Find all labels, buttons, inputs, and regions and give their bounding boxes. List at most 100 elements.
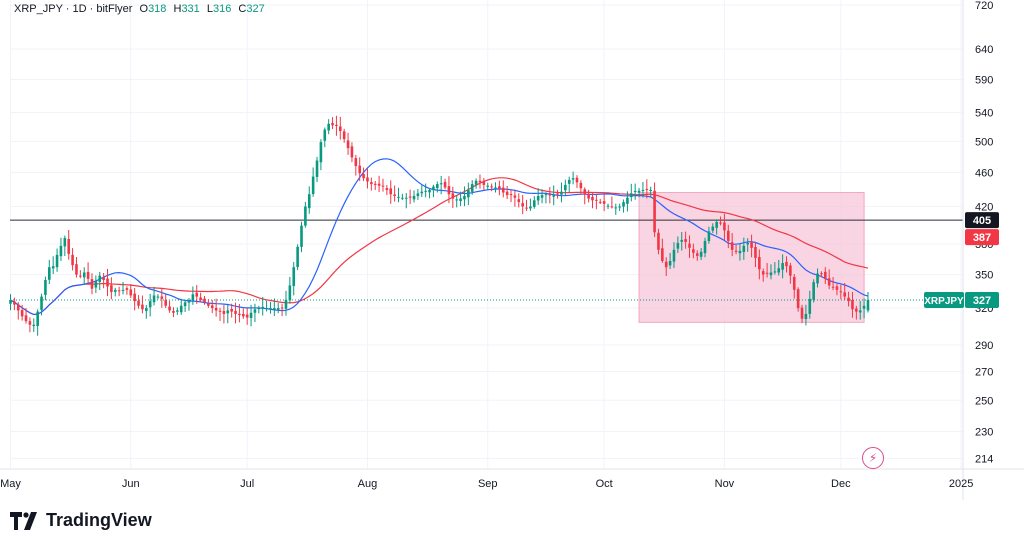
legend-low-key: L bbox=[206, 3, 213, 15]
candle-body bbox=[385, 188, 389, 190]
candle-body bbox=[808, 298, 812, 314]
candle-body bbox=[94, 281, 98, 288]
candle-body bbox=[160, 296, 164, 299]
candle-body bbox=[307, 194, 311, 209]
candle-body bbox=[730, 242, 734, 250]
price-chart[interactable]: 2142302502702903203503804204605005405906… bbox=[0, 0, 1024, 500]
candle-body bbox=[459, 198, 462, 202]
candle-body bbox=[389, 188, 393, 195]
candle-body bbox=[668, 260, 672, 266]
legend-exchange: bitFlyer bbox=[96, 3, 133, 15]
candle-body bbox=[467, 189, 470, 198]
candle-body bbox=[684, 239, 687, 242]
price-zone-rectangle[interactable] bbox=[638, 192, 865, 323]
candle-body bbox=[32, 324, 36, 327]
candle-body bbox=[661, 248, 664, 261]
candle-body bbox=[653, 190, 656, 233]
candle-body bbox=[257, 308, 261, 310]
y-tick-label: 230 bbox=[975, 426, 993, 438]
candle-body bbox=[319, 142, 323, 163]
candle-body bbox=[20, 310, 24, 317]
candle-body bbox=[354, 158, 358, 167]
candle-body bbox=[824, 271, 827, 279]
candle-body bbox=[148, 301, 152, 308]
candle-body bbox=[439, 183, 443, 185]
candle-body bbox=[513, 195, 517, 198]
candle-body bbox=[447, 186, 451, 195]
candle-body bbox=[276, 308, 280, 310]
candle-body bbox=[773, 271, 777, 273]
legend-symbol[interactable]: XRP_JPY bbox=[14, 3, 63, 15]
candle-body bbox=[672, 249, 676, 262]
candle-body bbox=[567, 179, 571, 184]
candle-body bbox=[560, 191, 563, 195]
candle-body bbox=[579, 182, 583, 189]
candle-body bbox=[377, 183, 381, 186]
y-tick-label: 420 bbox=[975, 201, 993, 213]
candle-body bbox=[754, 247, 757, 258]
legend-low-value: 316 bbox=[212, 3, 232, 15]
tradingview-logo[interactable]: TradingView bbox=[10, 510, 152, 531]
candle-body bbox=[110, 285, 113, 293]
candle-body bbox=[463, 195, 466, 200]
x-tick-label: Sep bbox=[478, 478, 498, 490]
candle-body bbox=[591, 196, 594, 201]
candle-body bbox=[598, 201, 602, 203]
candle-body bbox=[796, 289, 800, 309]
candle-body bbox=[424, 190, 427, 192]
lightning-alert-icon[interactable]: ⚡ bbox=[862, 447, 884, 469]
candle-body bbox=[792, 276, 796, 290]
candle-body bbox=[738, 250, 742, 254]
legend-open-key: O bbox=[139, 3, 149, 15]
ma-fast-line bbox=[10, 158, 869, 316]
candle-body bbox=[350, 146, 354, 158]
candle-body bbox=[606, 205, 610, 207]
x-axis: May Jun Jul Aug Sep Oct Nov Dec 2025 bbox=[0, 478, 973, 490]
candle-body bbox=[695, 253, 699, 256]
candle-body bbox=[610, 206, 614, 208]
candle-body bbox=[311, 176, 315, 195]
candle-body bbox=[234, 310, 237, 314]
legend-open-value: 318 bbox=[148, 3, 167, 15]
candle-body bbox=[36, 311, 39, 327]
candle-body bbox=[602, 201, 606, 204]
chart-area[interactable]: 2142302502702903203503804204605005405906… bbox=[0, 0, 1024, 500]
ma-slow-path bbox=[10, 177, 869, 316]
y-tick-label: 270 bbox=[975, 367, 993, 379]
candle-body bbox=[501, 187, 505, 193]
y-tick-label: 250 bbox=[975, 395, 993, 407]
candle-body bbox=[416, 193, 420, 197]
candle-body bbox=[397, 196, 400, 198]
candle-body bbox=[59, 245, 63, 257]
y-tick-label: 720 bbox=[975, 0, 993, 12]
candle-body bbox=[727, 230, 730, 241]
candle-body bbox=[331, 122, 334, 126]
candle-body bbox=[509, 194, 513, 196]
candle-body bbox=[455, 199, 458, 201]
candle-body bbox=[176, 310, 179, 312]
candle-body bbox=[145, 308, 148, 312]
candle-body bbox=[575, 177, 579, 183]
candle-body bbox=[210, 305, 214, 309]
candle-body bbox=[622, 202, 625, 207]
y-tick-label: 350 bbox=[975, 270, 993, 282]
candle-body bbox=[789, 265, 792, 276]
candle-body bbox=[641, 189, 645, 191]
candle-body bbox=[133, 293, 136, 302]
candle-body bbox=[517, 199, 521, 203]
candle-body bbox=[777, 268, 781, 273]
x-tick-label: Oct bbox=[596, 478, 613, 490]
price-label-bg bbox=[965, 291, 999, 308]
candle-body bbox=[269, 308, 272, 310]
candle-body bbox=[765, 272, 769, 274]
candle-body bbox=[443, 181, 447, 188]
candle-body bbox=[183, 302, 187, 307]
candle-body bbox=[300, 225, 303, 247]
candle-body bbox=[676, 242, 680, 249]
price-label-text: 327 bbox=[973, 295, 991, 307]
candle-body bbox=[28, 321, 32, 325]
candle-body bbox=[187, 299, 191, 303]
candle-body bbox=[536, 195, 540, 201]
candle-body bbox=[862, 305, 866, 309]
candle-body bbox=[152, 295, 156, 303]
